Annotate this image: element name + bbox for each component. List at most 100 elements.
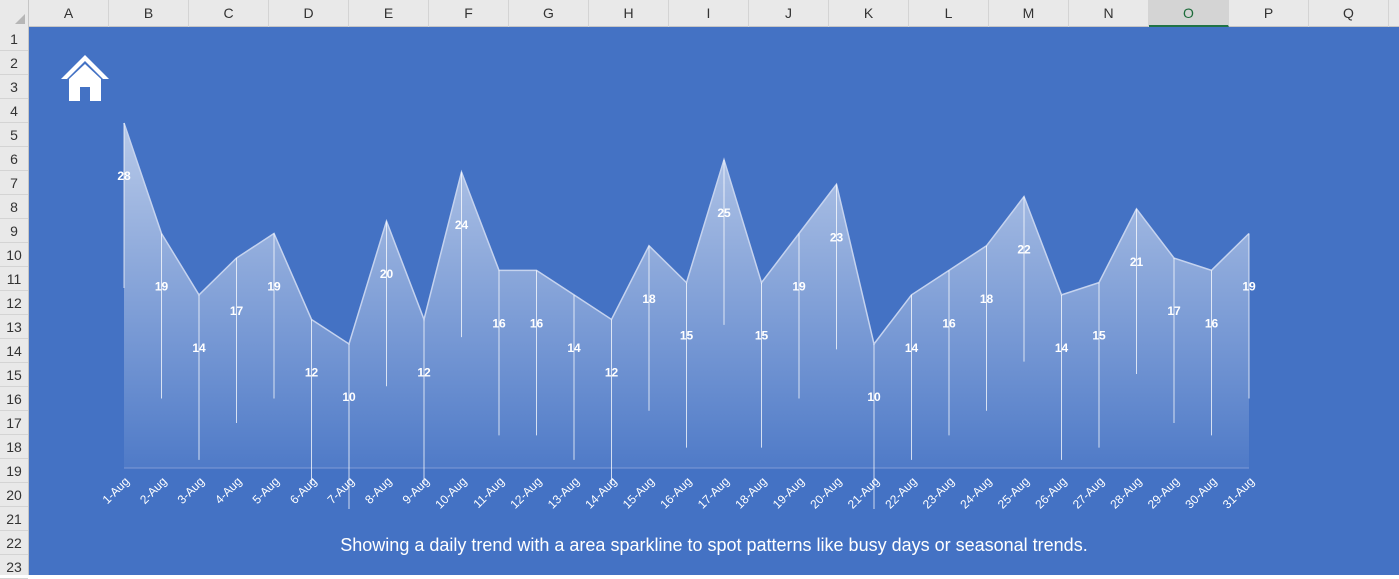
row-header-10[interactable]: 10: [0, 243, 28, 267]
row-header-2[interactable]: 2: [0, 51, 28, 75]
data-label: 25: [717, 206, 731, 220]
data-label: 14: [567, 341, 581, 355]
x-tick-label: 17-Aug: [695, 474, 732, 511]
x-tick-label: 26-Aug: [1032, 474, 1069, 511]
data-label: 16: [942, 316, 956, 330]
row-header-4[interactable]: 4: [0, 99, 28, 123]
row-header-17[interactable]: 17: [0, 411, 28, 435]
row-header-6[interactable]: 6: [0, 147, 28, 171]
x-tick-label: 5-Aug: [250, 474, 283, 507]
row-header-18[interactable]: 18: [0, 435, 28, 459]
column-header-l[interactable]: L: [909, 0, 989, 27]
data-label: 12: [417, 365, 431, 379]
data-label: 17: [1167, 304, 1181, 318]
select-all-corner[interactable]: [0, 0, 29, 27]
data-label: 12: [605, 365, 619, 379]
row-header-20[interactable]: 20: [0, 483, 28, 507]
data-label: 28: [117, 169, 131, 183]
x-tick-label: 8-Aug: [362, 474, 395, 507]
data-label: 16: [492, 316, 506, 330]
row-header-13[interactable]: 13: [0, 315, 28, 339]
row-header-21[interactable]: 21: [0, 507, 28, 531]
data-label: 19: [267, 280, 281, 294]
x-tick-label: 30-Aug: [1182, 474, 1219, 511]
data-label: 14: [192, 341, 206, 355]
row-header-7[interactable]: 7: [0, 171, 28, 195]
x-tick-label: 18-Aug: [732, 474, 769, 511]
x-tick-label: 6-Aug: [287, 474, 320, 507]
data-label: 18: [980, 292, 994, 306]
column-header-h[interactable]: H: [589, 0, 669, 27]
column-header-p[interactable]: P: [1229, 0, 1309, 27]
column-header-d[interactable]: D: [269, 0, 349, 27]
x-tick-label: 21-Aug: [845, 474, 882, 511]
x-tick-label: 16-Aug: [657, 474, 694, 511]
x-tick-label: 25-Aug: [995, 474, 1032, 511]
x-tick-label: 4-Aug: [212, 474, 245, 507]
data-label: 24: [455, 218, 469, 232]
x-tick-label: 15-Aug: [620, 474, 657, 511]
column-header-k[interactable]: K: [829, 0, 909, 27]
x-tick-label: 23-Aug: [920, 474, 957, 511]
x-tick-label: 3-Aug: [175, 474, 208, 507]
row-header-11[interactable]: 11: [0, 267, 28, 291]
data-label: 17: [230, 304, 244, 318]
row-header-bar: 1 2 3 4 5 6 7 8 9 10 11 12 13 14 15 16 17 18 19 20 21 22 23: [0, 27, 29, 579]
data-label: 10: [342, 390, 356, 404]
column-header-c[interactable]: C: [189, 0, 269, 27]
data-label: 16: [530, 316, 544, 330]
row-header-5[interactable]: 5: [0, 123, 28, 147]
x-tick-label: 20-Aug: [807, 474, 844, 511]
row-header-16[interactable]: 16: [0, 387, 28, 411]
row-header-8[interactable]: 8: [0, 195, 28, 219]
home-icon[interactable]: [57, 51, 113, 103]
x-tick-label: 1-Aug: [100, 474, 133, 507]
row-header-22[interactable]: 22: [0, 531, 28, 555]
column-header-g[interactable]: G: [509, 0, 589, 27]
data-label: 14: [1055, 341, 1069, 355]
x-tick-label: 27-Aug: [1070, 474, 1107, 511]
data-label: 19: [155, 280, 169, 294]
data-label: 23: [830, 230, 844, 244]
column-header-e[interactable]: E: [349, 0, 429, 27]
data-label: 15: [680, 329, 694, 343]
row-header-14[interactable]: 14: [0, 339, 28, 363]
x-tick-label: 2-Aug: [137, 474, 170, 507]
x-tick-label: 11-Aug: [470, 474, 507, 511]
row-header-1[interactable]: 1: [0, 27, 28, 51]
data-label: 19: [792, 280, 806, 294]
data-label: 18: [642, 292, 656, 306]
column-header-o[interactable]: O: [1149, 0, 1229, 27]
chart-caption: Showing a daily trend with a area sparkl…: [340, 535, 1088, 555]
column-header-f[interactable]: F: [429, 0, 509, 27]
column-header-n[interactable]: N: [1069, 0, 1149, 27]
row-header-12[interactable]: 12: [0, 291, 28, 315]
row-header-9[interactable]: 9: [0, 219, 28, 243]
x-tick-label: 12-Aug: [507, 474, 544, 511]
x-tick-label: 9-Aug: [400, 474, 433, 507]
column-header-b[interactable]: B: [109, 0, 189, 27]
row-header-3[interactable]: 3: [0, 75, 28, 99]
x-tick-label: 22-Aug: [882, 474, 919, 511]
row-header-19[interactable]: 19: [0, 459, 28, 483]
column-header-j[interactable]: J: [749, 0, 829, 27]
data-label: 15: [1092, 329, 1106, 343]
x-tick-label: 10-Aug: [432, 474, 469, 511]
x-tick-label: 13-Aug: [545, 474, 582, 511]
data-label: 21: [1130, 255, 1144, 269]
column-header-i[interactable]: I: [669, 0, 749, 27]
data-label: 20: [380, 267, 394, 281]
x-tick-label: 7-Aug: [325, 474, 358, 507]
row-header-15[interactable]: 15: [0, 363, 28, 387]
x-tick-label: 14-Aug: [582, 474, 619, 511]
column-header-a[interactable]: A: [29, 0, 109, 27]
column-header-m[interactable]: M: [989, 0, 1069, 27]
x-tick-label: 24-Aug: [957, 474, 994, 511]
data-label: 19: [1242, 280, 1256, 294]
data-label: 10: [867, 390, 881, 404]
column-header-q[interactable]: Q: [1309, 0, 1389, 27]
x-tick-label: 28-Aug: [1107, 474, 1144, 511]
data-label: 12: [305, 365, 319, 379]
